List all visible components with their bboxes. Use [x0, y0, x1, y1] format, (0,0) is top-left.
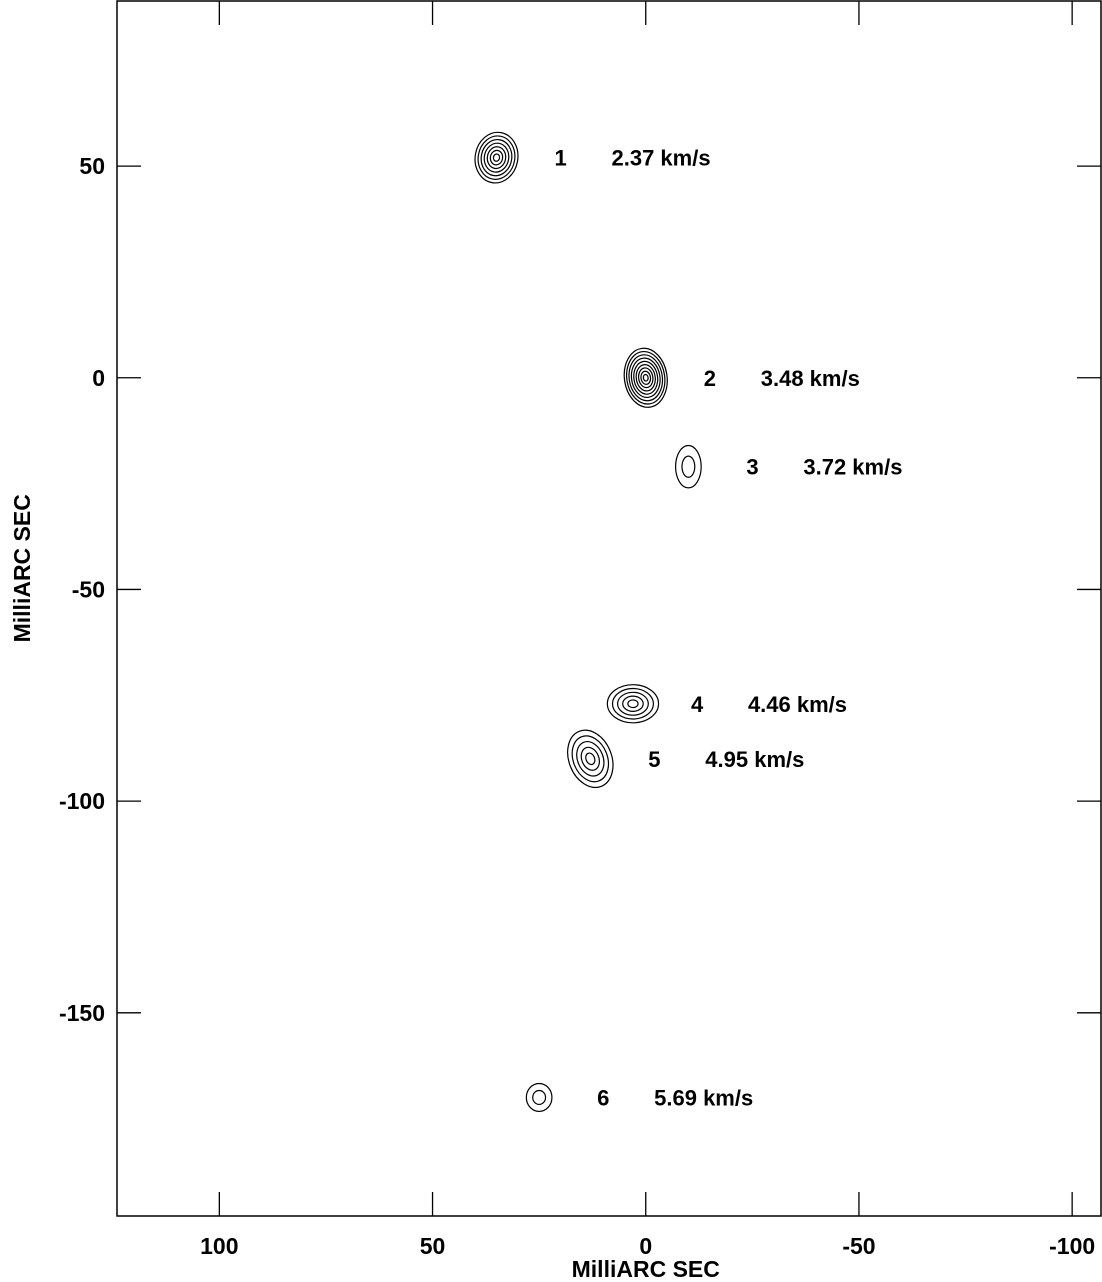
contour-level	[640, 370, 652, 385]
velocity-label: 2.37 km/s	[612, 146, 711, 171]
y-tick-label: -150	[59, 1000, 105, 1026]
contour-level	[474, 131, 519, 184]
contour-level	[637, 367, 654, 389]
contour-level	[623, 347, 668, 408]
source-id-label: 5	[648, 747, 660, 772]
contour-level	[617, 691, 649, 716]
contour-level	[486, 146, 507, 170]
contour-level	[633, 360, 659, 395]
x-axis-label: MilliARC SEC	[572, 1256, 720, 1282]
contour-level	[626, 350, 666, 405]
x-tick-label: -100	[1049, 1233, 1095, 1259]
y-tick-label: -100	[59, 788, 105, 814]
axis-ticks	[117, 1, 1101, 1216]
x-tick-label: 100	[200, 1233, 238, 1259]
y-tick-label: -50	[72, 576, 105, 602]
tick-labels: 100 50 0 -50 -100 50 0 -50 -100 -150	[59, 153, 1095, 1259]
contour-level	[635, 364, 656, 392]
y-tick-label: 0	[92, 365, 105, 391]
contour-level	[483, 142, 510, 173]
x-tick-label: 50	[420, 1233, 446, 1259]
contour-level	[585, 752, 596, 766]
maser-spot-2	[623, 347, 668, 408]
contour-level	[492, 153, 501, 162]
maser-sources	[474, 131, 702, 1113]
contour-level	[622, 695, 644, 712]
velocity-label: 3.72 km/s	[803, 455, 902, 480]
velocity-label: 4.46 km/s	[748, 692, 847, 717]
contour-level	[525, 1082, 553, 1113]
plot-frame	[116, 0, 1102, 1217]
source-id-label: 2	[704, 366, 716, 391]
x-tick-label: -50	[842, 1233, 875, 1259]
y-axis-label: MilliARC SEC	[9, 494, 35, 642]
maser-spot-5	[567, 729, 614, 789]
contour-level	[532, 1089, 547, 1106]
maser-spot-4	[606, 684, 660, 724]
contour-level	[630, 357, 661, 399]
source-id-label: 1	[555, 146, 567, 171]
velocity-label: 3.48 km/s	[761, 366, 860, 391]
x-tick-label: 0	[639, 1233, 652, 1259]
source-labels: 1 2.37 km/s 2 3.48 km/s 3 3.72 km/s 4 4.46 km/s…	[555, 146, 903, 1111]
source-id-label: 6	[597, 1085, 609, 1110]
contour-level	[576, 741, 605, 777]
contour-level	[606, 684, 660, 724]
contour-level	[571, 735, 610, 783]
velocity-label: 4.95 km/s	[705, 747, 804, 772]
contour-level	[580, 746, 600, 771]
contour-level	[642, 373, 649, 382]
contour-level	[477, 135, 516, 180]
contour-level	[681, 455, 696, 478]
maser-spot-1	[474, 131, 519, 184]
contour-level	[567, 729, 614, 789]
velocity-label: 5.69 km/s	[654, 1085, 753, 1110]
contour-level	[489, 149, 504, 166]
contour-level	[628, 354, 664, 402]
source-id-label: 3	[746, 455, 758, 480]
contour-level	[611, 687, 655, 720]
source-id-label: 4	[691, 692, 704, 717]
maser-spot-3	[674, 444, 702, 489]
y-tick-label: 50	[79, 153, 105, 179]
contour-level	[480, 138, 513, 177]
maser-spot-6	[525, 1082, 553, 1113]
contour-level	[627, 699, 639, 709]
contour-level	[674, 444, 702, 489]
